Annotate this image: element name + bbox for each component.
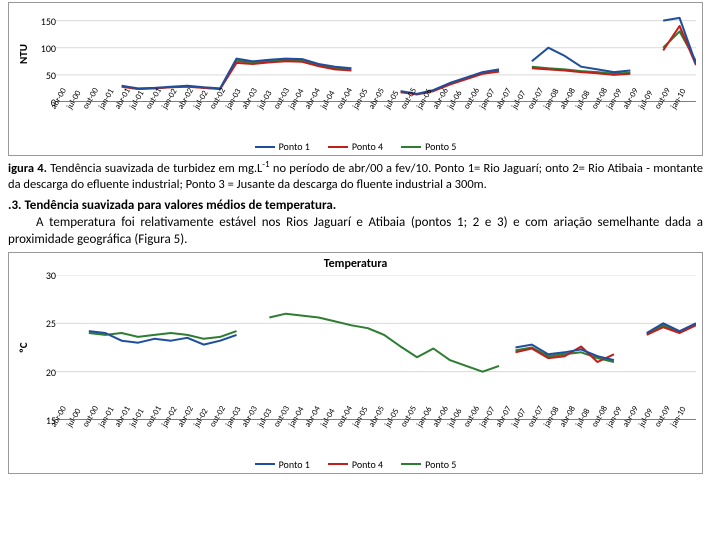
- legend-swatch: [328, 463, 348, 465]
- temperature-legend: Ponto 1 Ponto 4 Ponto 5: [15, 458, 696, 471]
- legend-item-p1: Ponto 1: [255, 140, 310, 153]
- fig4-sup: -1: [262, 159, 269, 170]
- legend-label: Ponto 1: [279, 140, 310, 153]
- legend-swatch: [401, 146, 421, 148]
- turbidity-yticks: 050100150: [30, 7, 56, 102]
- turbidity-ylabel: NTU: [15, 7, 30, 102]
- turbidity-legend: Ponto 1 Ponto 4 Ponto 5: [15, 140, 696, 153]
- series-p1: [122, 18, 696, 94]
- legend-label: Ponto 5: [425, 458, 456, 471]
- fig4-caption: igura 4. Tendência suavizada de turbidez…: [8, 159, 703, 192]
- ytick-label: 100: [41, 42, 56, 55]
- legend-item-p5: Ponto 5: [401, 140, 456, 153]
- legend-label: Ponto 4: [352, 140, 383, 153]
- legend-label: Ponto 4: [352, 458, 383, 471]
- temperature-ylabel: ºC: [15, 275, 30, 420]
- legend-item-p4: Ponto 4: [328, 458, 383, 471]
- ytick-label: 20: [46, 366, 56, 379]
- legend-swatch: [401, 463, 421, 465]
- legend-item-p5: Ponto 5: [401, 458, 456, 471]
- temperature-yticks: 15202530: [30, 275, 56, 420]
- temperature-plot: [56, 275, 696, 420]
- legend-swatch: [328, 146, 348, 148]
- temperature-chart-box: Temperatura ºC 15202530 abr-00jul-00out-…: [8, 252, 703, 474]
- ytick-label: 30: [46, 269, 56, 282]
- turbidity-plot-wrap: NTU 050100150: [15, 7, 696, 102]
- legend-label: Ponto 5: [425, 140, 456, 153]
- turbidity-chart-box: NTU 050100150 abr-00jul-00out-00jan-01ab…: [8, 2, 703, 156]
- temperature-title: Temperatura: [15, 257, 696, 271]
- ytick-label: 50: [46, 69, 56, 82]
- ytick-label: 150: [41, 15, 56, 28]
- series-p4: [122, 26, 696, 94]
- temperature-xticks: abr-00jul-00out-00jan-01abr-01jul-01out-…: [49, 420, 669, 456]
- series-p5: [89, 314, 696, 372]
- legend-swatch: [255, 146, 275, 148]
- legend-item-p1: Ponto 1: [255, 458, 310, 471]
- series-p4: [515, 325, 696, 362]
- temperature-plot-wrap: ºC 15202530: [15, 275, 696, 420]
- legend-swatch: [255, 463, 275, 465]
- series-p5: [122, 31, 696, 94]
- fig4-text-a: Tendência suavizada de turbidez em mg.L: [47, 161, 262, 176]
- fig4-label: igura 4.: [8, 161, 47, 176]
- section-heading: .3. Tendência suavizada para valores méd…: [8, 198, 703, 213]
- turbidity-xticks: abr-00jul-00out-00jan-01abr-01jul-01out-…: [49, 102, 669, 138]
- ytick-label: 25: [46, 317, 56, 330]
- legend-item-p4: Ponto 4: [328, 140, 383, 153]
- paragraph: A temperatura foi relativamente estável …: [8, 215, 703, 248]
- legend-label: Ponto 1: [279, 458, 310, 471]
